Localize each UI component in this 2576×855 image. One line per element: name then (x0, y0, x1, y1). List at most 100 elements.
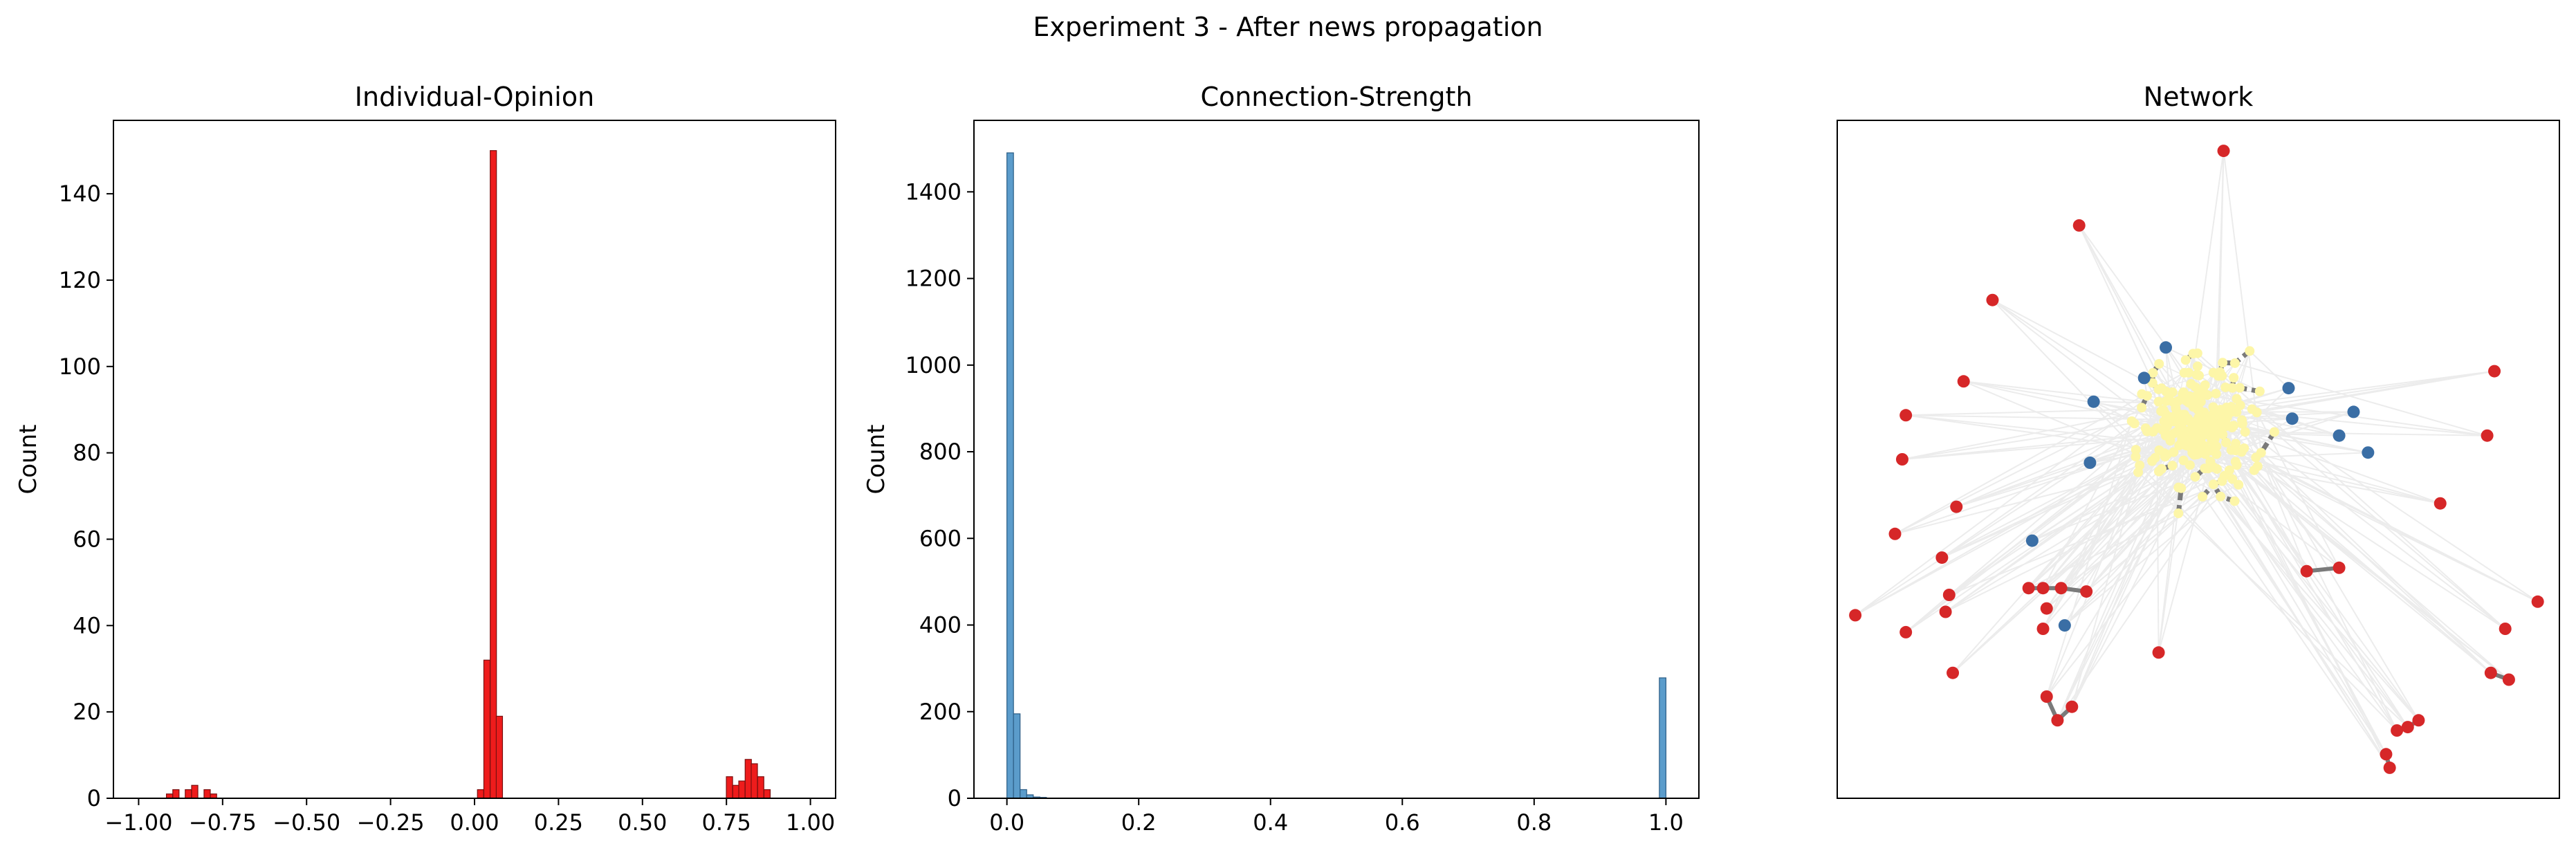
network-core-node (2211, 441, 2222, 452)
p2-ytick-label: 1200 (905, 266, 962, 292)
p1-xtick-label: 0.75 (702, 809, 751, 836)
network-node (2531, 595, 2544, 608)
network-node (1888, 527, 1902, 540)
network-core-node (2159, 448, 2169, 459)
network-nodes (1849, 145, 2544, 774)
network-core-node (2228, 421, 2238, 431)
strength-title: Connection-Strength (1200, 82, 1472, 112)
network-core-node (2137, 403, 2147, 413)
network-node (2434, 497, 2447, 510)
network-core-node (2219, 470, 2229, 481)
network-node (2036, 623, 2050, 635)
network-core-node (2192, 449, 2202, 459)
opinion-bars (165, 150, 771, 799)
network-weak-edge (2139, 464, 2398, 731)
p1-ytick-label: 120 (59, 267, 101, 293)
network-weak-edge (2032, 464, 2191, 542)
network-node (1849, 609, 1862, 622)
network-node (2391, 724, 2404, 737)
network-node (2072, 219, 2086, 232)
p2-ytick-label: 200 (919, 699, 962, 725)
network-core-cluster (2126, 346, 2279, 519)
p2-xtick-label: 0.4 (1253, 809, 1288, 836)
network-weak-edge (2216, 426, 2510, 681)
network-node (1895, 453, 1908, 466)
opinion-x-ticks: −1.00 −0.75 −0.50 −0.25 0.00 0.25 0.50 0.75 1.00 (104, 798, 835, 836)
network-core-node (2193, 370, 2204, 380)
network-node (1899, 409, 1913, 422)
network-core-node (2211, 388, 2221, 398)
network-node (2362, 446, 2375, 459)
network-core-node (2154, 358, 2164, 369)
opinion-axes-frame (113, 120, 836, 799)
network-node (1947, 666, 1960, 679)
network-core-node (2206, 421, 2216, 431)
network-core-node (2251, 452, 2261, 463)
p1-bar (172, 789, 180, 799)
network-node (2066, 700, 2079, 713)
p1-bar (185, 789, 192, 799)
network-weak-edge (2234, 461, 2409, 728)
p1-bar (483, 659, 491, 799)
network-core-node (2173, 508, 2184, 519)
network-node (2054, 582, 2068, 595)
p2-ytick-label: 800 (919, 439, 962, 465)
network-node (1950, 500, 1963, 513)
network-node (2025, 534, 2039, 547)
p1-xtick-label: −1.00 (104, 809, 172, 836)
network-weak-edge (1855, 395, 2190, 616)
network-core-node (2176, 438, 2187, 448)
network-core-node (2215, 367, 2225, 377)
network-core-node (2190, 472, 2200, 482)
network-core-node (2179, 367, 2189, 378)
opinion-histogram: Individual-Opinion Count −1.00 −0.75 −0.50… (15, 82, 836, 836)
network-core-node (2208, 479, 2218, 490)
network-node (2080, 585, 2093, 598)
network-core-node (2180, 355, 2191, 365)
p2-xtick-label: 0.6 (1385, 809, 1420, 836)
network-core-node (2193, 430, 2204, 440)
network-node (2484, 666, 2497, 679)
network-weak-edge (2187, 441, 2398, 731)
figure-title: Experiment 3 - After news propagation (1033, 12, 1543, 42)
network-core-node (2193, 403, 2204, 414)
p1-xtick-label: 1.00 (786, 809, 835, 836)
network-core-node (2249, 465, 2259, 475)
network-weak-edge (2214, 370, 2495, 414)
network-core-node (2198, 492, 2208, 502)
network-weak-edge (2156, 428, 2160, 653)
network-weak-edge (2190, 150, 2225, 385)
network-weak-edge (1941, 423, 2135, 558)
network-core-node (2227, 383, 2238, 393)
network-plot: Network (1837, 82, 2560, 799)
network-node (2217, 145, 2230, 158)
network-core-node (2254, 386, 2265, 396)
strength-histogram: Connection-Strength Count 0.0 0.2 0.4 0.6 0.… (863, 82, 1700, 836)
p1-xtick-label: 0.25 (534, 809, 583, 836)
p1-bar (763, 789, 771, 799)
network-weak-edge (2137, 471, 2409, 728)
network-weak-edge (2071, 465, 2173, 708)
p1-xtick-label: 0.00 (450, 809, 499, 836)
network-core-node (2153, 466, 2164, 477)
network-weak-edge (1963, 380, 2153, 462)
p1-ytick-label: 140 (59, 181, 101, 207)
network-weak-edge (2249, 350, 2290, 389)
network-weak-edge (2060, 454, 2198, 589)
network-node (2347, 405, 2360, 419)
network-core-node (2229, 373, 2239, 383)
network-node (2481, 429, 2494, 442)
network-core-node (2178, 455, 2189, 466)
network-core-node (2164, 416, 2175, 426)
p2-ytick-label: 400 (919, 612, 962, 638)
p2-bar (1006, 152, 1014, 799)
p1-ytick-label: 20 (73, 699, 101, 725)
network-core-node (2129, 419, 2140, 429)
network-node (2083, 456, 2097, 469)
network-weak-edge (2064, 484, 2214, 626)
opinion-ylabel: Count (15, 425, 42, 495)
network-core-node (2239, 443, 2250, 453)
network-node (2499, 623, 2512, 635)
p1-xtick-label: 0.50 (618, 809, 667, 836)
